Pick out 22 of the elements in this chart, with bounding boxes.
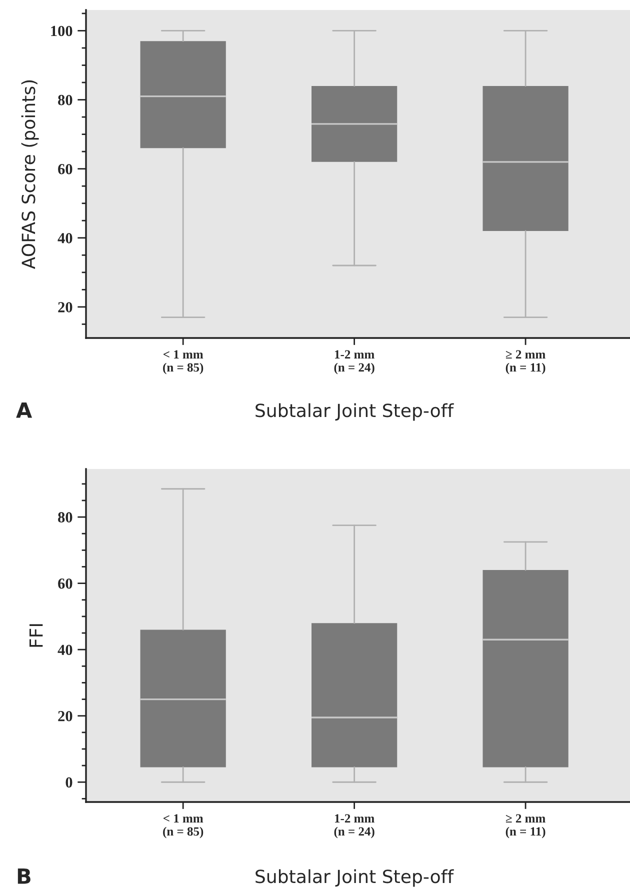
x-tick-label: 1-2 mm (n = 24) — [334, 814, 374, 838]
text: B — [18, 868, 30, 884]
x-tick-label: 1-2 mm (n = 24) — [334, 350, 374, 374]
x-axis-title: Subtalar Joint Step-off — [256, 869, 454, 887]
y-tick-label: 20 — [58, 710, 72, 722]
y-tick-label: 40 — [58, 233, 72, 244]
x-tick-label: < 1 mm (n = 85) — [163, 814, 204, 838]
x-tick-label: ≥ 2 mm (n = 11) — [506, 814, 546, 838]
y-axis-title: FFI — [30, 624, 43, 647]
x-tick-label: < 1 mm (n = 85) — [163, 350, 204, 374]
y-tick-label: 60 — [58, 164, 72, 174]
y-tick-label: 60 — [58, 578, 72, 589]
x-tick-label: ≥ 2 mm (n = 11) — [506, 350, 546, 374]
x-axis-title: Subtalar Joint Step-off — [256, 403, 454, 421]
y-tick-label: 20 — [58, 302, 72, 312]
y-tick-label: 40 — [58, 644, 72, 656]
text: A — [16, 402, 32, 418]
y-tick-label: 100 — [51, 26, 72, 36]
y-axis-title: AOFAS Score (points) — [21, 80, 39, 270]
y-tick-label: 0 — [66, 777, 72, 788]
y-tick-label: 80 — [58, 94, 72, 106]
y-tick-label: 80 — [58, 512, 72, 522]
